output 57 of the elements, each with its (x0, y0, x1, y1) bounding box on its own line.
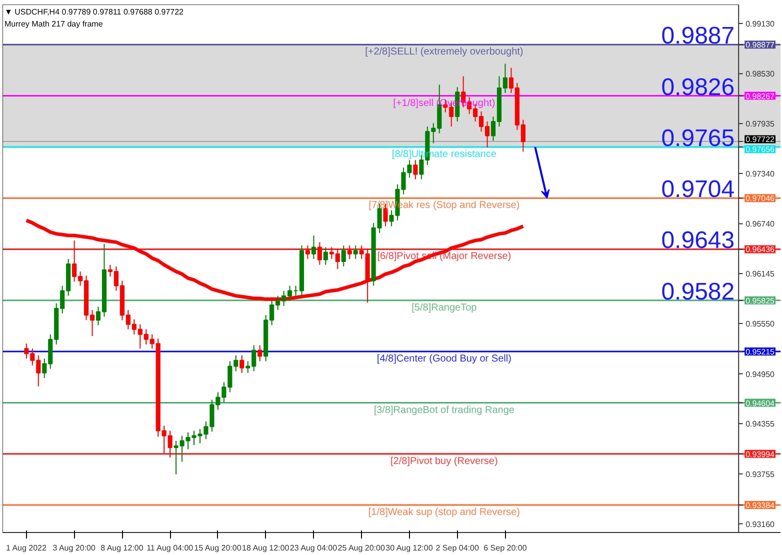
y-tick-label: 0.95825 (746, 296, 776, 306)
candlestick (347, 245, 352, 260)
x-tick-label: 6 Sep 20:00 (484, 544, 528, 552)
y-tick-label: 0.96436 (746, 245, 776, 254)
y-tick-label: 0.98530 (746, 70, 776, 79)
ref-line-label: [3/8]RangeBot of trading Range (374, 404, 515, 416)
ref-line-label: [+2/8]SELL! (extremely overbought) (365, 46, 524, 58)
y-tick-label: 0.97656 (746, 145, 776, 154)
y-tick-label: 0.95550 (746, 319, 776, 328)
x-tick-label: 8 Aug 12:00 (100, 544, 144, 552)
y-tick-label: 0.93384 (746, 501, 776, 510)
y-tick-label: 0.99130 (746, 19, 776, 28)
candlestick (317, 242, 322, 266)
x-tick-label: 23 Aug 04:00 (290, 544, 338, 552)
candlestick (258, 344, 262, 362)
y-tick-label: 0.95215 (746, 348, 776, 357)
candlestick (341, 245, 346, 267)
text: Murrey Math 217 day frame (4, 20, 104, 28)
y-tick-label: 0.93994 (746, 450, 776, 459)
ref-line-label: [2/8]Pivot buy (Reverse) (390, 456, 498, 467)
annotation: 0.9887 (661, 22, 735, 50)
annotation: 0.9765 (661, 124, 735, 152)
candlestick (323, 246, 328, 266)
x-tick-label: 3 Aug 20:00 (52, 544, 96, 552)
x-tick-label: 25 Aug 20:00 (338, 544, 386, 552)
y-tick-label: 0.93160 (746, 520, 776, 529)
candlestick (353, 245, 358, 260)
y-tick-label: 0.96740 (746, 220, 776, 229)
y-tick-label: 0.94355 (746, 420, 776, 429)
ref-line-label: [5/8]RangeTop (412, 302, 478, 314)
y-tick-label: 0.93755 (746, 470, 776, 479)
x-tick-label: 1 Aug 2022 (6, 544, 48, 552)
x-tick-label: 15 Aug 20:00 (194, 544, 242, 552)
candlestick (413, 160, 418, 180)
x-tick-label: 30 Aug 12:00 (386, 544, 434, 552)
y-tick-label: 0.97722 (746, 135, 776, 144)
y-tick-label: 0.98267 (746, 92, 776, 101)
x-tick-label: 2 Sep 04:00 (436, 544, 480, 552)
candlestick (305, 245, 310, 260)
candlestick (240, 354, 244, 374)
y-tick-label: 0.94950 (746, 370, 776, 379)
annotation: 0.9643 (661, 227, 735, 254)
y-tick-label: 0.98877 (746, 40, 776, 50)
annotation: 0.9826 (661, 74, 735, 101)
chart-title: ▼ USDCHF,H4 0.97789 0.97811 0.97688 0.97722 (4, 8, 184, 16)
y-tick-label: 0.97340 (746, 169, 776, 178)
ref-line-label: [1/8]Weak sup (stop and Reverse) (368, 507, 520, 518)
ref-line-label: [4/8]Center (Good Buy or Sell) (376, 354, 512, 365)
y-tick-label: 0.97935 (746, 120, 776, 129)
y-tick-label: 0.97046 (746, 194, 776, 204)
y-tick-label: 0.96145 (746, 270, 776, 279)
x-tick-label: 18 Aug 12:00 (242, 544, 290, 552)
y-tick-label: 0.94604 (746, 398, 776, 408)
candlestick (311, 234, 316, 260)
annotation: 0.9582 (661, 278, 735, 306)
annotation: 0.9704 (661, 176, 735, 204)
x-tick-label: 11 Aug 04:00 (146, 544, 194, 552)
